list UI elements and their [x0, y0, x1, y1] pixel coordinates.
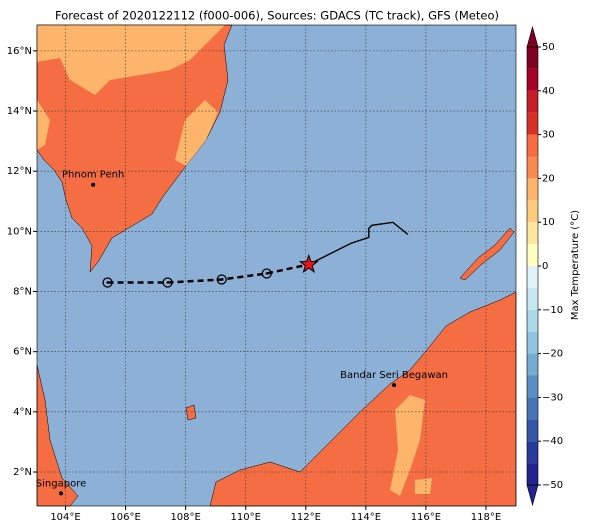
colorbar-band [527, 90, 538, 113]
y-tick-label: 12°N [7, 166, 32, 177]
colorbar-band [527, 463, 538, 485]
y-tick-label: 6°N [13, 347, 32, 358]
colorbar-band [527, 353, 538, 376]
colorbar-band [527, 419, 538, 442]
past-track [308, 221, 409, 266]
colorbar-band [527, 134, 538, 157]
y-tick-label: 16°N [7, 46, 32, 57]
colorbar-extend-bottom [526, 484, 539, 507]
title: Forecast of 2020122112 (f000-006), Sourc… [55, 9, 499, 23]
colorbar-band [527, 441, 538, 464]
colorbar-tick-label: 40 [542, 86, 555, 97]
x-tick-label: 114°E [351, 512, 381, 523]
y-tick-label: 8°N [13, 287, 32, 298]
x-tick-label: 108°E [170, 512, 200, 523]
colorbar-band [527, 287, 538, 310]
colorbar-label: Max Temperature (°C) [570, 210, 581, 320]
y-tick-label: 4°N [13, 407, 32, 418]
colorbar-band [527, 156, 538, 179]
forecast-point [261, 268, 272, 279]
colorbar-tick-label: −30 [542, 392, 563, 403]
colorbar-band [527, 397, 538, 420]
forecast-point-center [220, 278, 223, 281]
y-tick-label: 2°N [13, 467, 32, 478]
colorbar-band [527, 47, 538, 69]
city-label: Bandar Seri Begawan [340, 370, 448, 381]
city-marker [59, 491, 64, 496]
colorbar-tick-label: 20 [542, 173, 555, 184]
x-tick-label: 112°E [291, 512, 321, 523]
forecast-point [102, 277, 113, 288]
land [36, 24, 517, 507]
x-tick-label: 110°E [231, 512, 261, 523]
x-tick-label: 116°E [411, 512, 441, 523]
city-marker [392, 383, 397, 388]
colorbar-tick-label: −10 [542, 305, 563, 316]
colorbar-band [527, 266, 538, 288]
colorbar-tick-label: 50 [542, 42, 555, 53]
map-frame [36, 24, 517, 507]
colorbar-band [527, 222, 538, 245]
y-tick-label: 14°N [7, 106, 32, 117]
forecast-point-center [106, 281, 109, 284]
x-tick-label: 118°E [471, 512, 501, 523]
colorbar-band [527, 375, 538, 398]
colorbar-tick-label: −20 [542, 349, 563, 360]
x-tick-label: 106°E [110, 512, 140, 523]
city-marker [91, 182, 96, 187]
colorbar-band [527, 68, 538, 91]
colorbar-tick-label: 30 [542, 130, 555, 141]
colorbar-tick-label: 10 [542, 217, 555, 228]
colorbar-extend-top [526, 25, 539, 48]
x-tick-label: 104°E [50, 512, 80, 523]
colorbar-band [527, 309, 538, 332]
forecast-point-center [265, 272, 268, 275]
current-position [298, 253, 319, 273]
forecast-point [162, 277, 173, 288]
city-label: Singapore [36, 478, 86, 489]
city-label: Phnom Penh [62, 170, 124, 181]
colorbar-band [527, 178, 538, 201]
colorbar-band [527, 200, 538, 223]
colorbar-tick-label: −40 [542, 436, 563, 447]
colorbar-tick-label: −50 [542, 480, 563, 491]
forecast-point-center [166, 281, 169, 284]
colorbar-band [527, 112, 538, 135]
forecast-point [216, 274, 227, 285]
colorbar-band [527, 331, 538, 354]
colorbar-tick-label: 0 [542, 261, 548, 272]
colorbar-band [527, 244, 538, 266]
y-tick-label: 10°N [7, 226, 32, 237]
